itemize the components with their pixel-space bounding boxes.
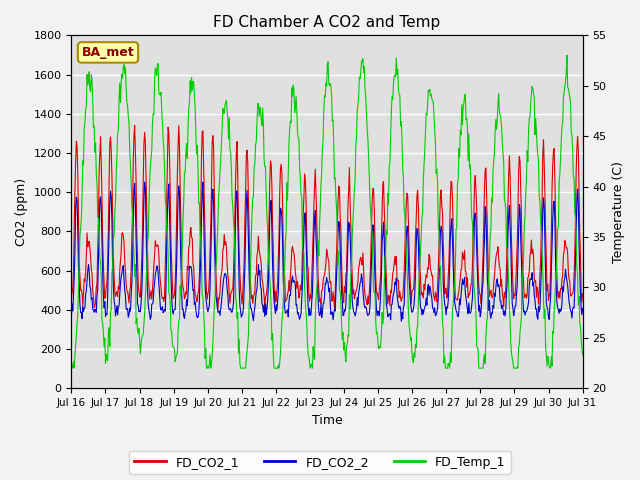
FD_Temp_1 [390,80,397,86]
FD_Temp_1 [579,351,586,357]
FD_CO2_2 [579,305,586,311]
FD_Temp_1 [69,365,77,371]
FD_CO2_1 [579,291,586,297]
FD_CO2_1 [214,307,221,313]
X-axis label: Time: Time [312,414,342,427]
FD_Temp_1 [404,309,412,314]
FD_CO2_1 [209,133,217,139]
FD_CO2_1 [131,122,138,128]
FD_CO2_2 [182,308,189,313]
FD_CO2_2 [77,310,84,315]
Line: FD_CO2_1: FD_CO2_1 [72,125,582,310]
Title: FD Chamber A CO2 and Temp: FD Chamber A CO2 and Temp [213,15,440,30]
FD_CO2_2 [405,276,413,282]
FD_CO2_2 [68,313,76,319]
FD_CO2_2 [390,290,397,296]
FD_CO2_2 [129,220,137,226]
Y-axis label: Temperature (C): Temperature (C) [612,161,625,263]
Y-axis label: CO2 (ppm): CO2 (ppm) [15,178,28,246]
FD_Temp_1 [77,215,85,221]
FD_CO2_1 [129,159,137,165]
Line: FD_CO2_2: FD_CO2_2 [72,182,582,321]
FD_CO2_1 [390,261,398,267]
FD_CO2_2 [397,318,405,324]
FD_CO2_1 [182,289,189,295]
FD_CO2_1 [77,288,84,293]
FD_CO2_1 [405,241,413,247]
FD_Temp_1 [563,52,571,58]
Legend: FD_CO2_1, FD_CO2_2, FD_Temp_1: FD_CO2_1, FD_CO2_2, FD_Temp_1 [129,451,511,474]
FD_CO2_1 [68,297,76,302]
FD_CO2_2 [141,179,148,185]
FD_CO2_2 [209,186,217,192]
Line: FD_Temp_1: FD_Temp_1 [72,55,582,368]
FD_Temp_1 [68,362,76,368]
Text: BA_met: BA_met [82,46,134,59]
FD_Temp_1 [182,150,189,156]
FD_Temp_1 [130,251,138,257]
FD_Temp_1 [209,339,217,345]
